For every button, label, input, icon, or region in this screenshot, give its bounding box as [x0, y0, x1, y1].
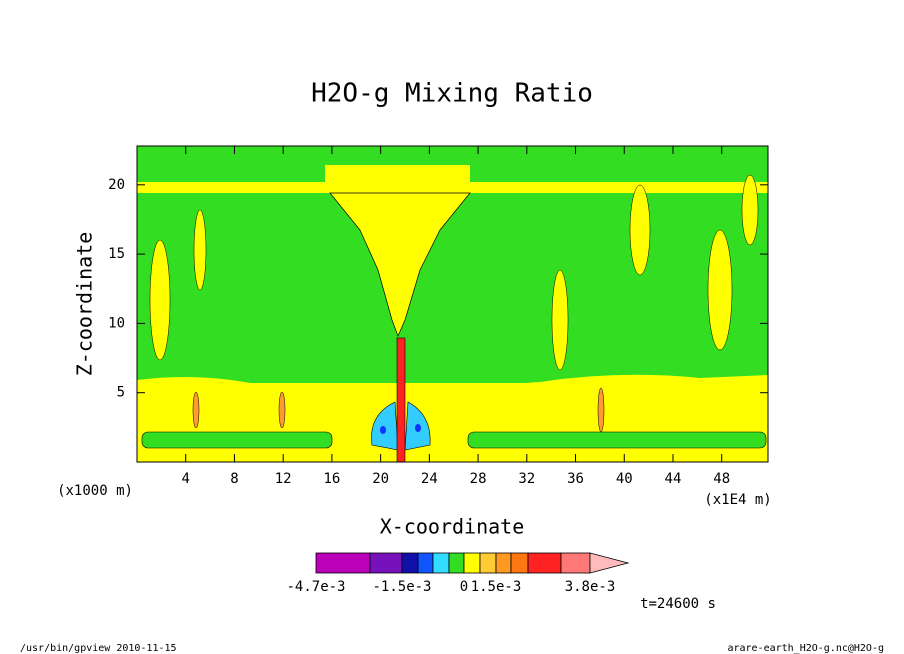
colorbar-box [463, 552, 481, 574]
field-orange [278, 391, 286, 429]
field-green-band [467, 431, 767, 449]
colorbar-tick-label: -4.7e-3 [286, 579, 345, 595]
y-tick-label: 10 [108, 315, 125, 331]
footer-left: /usr/bin/gpview 2010-11-15 [20, 643, 177, 654]
colorbar-box [510, 552, 529, 574]
colorbar-box [369, 552, 403, 574]
field-streak [193, 209, 207, 291]
y-unit-note: (x1000 m) [57, 483, 133, 499]
colorbar-arrow [589, 552, 630, 574]
field-streak [629, 184, 651, 276]
colorbar-tick-label: 1.5e-3 [471, 579, 522, 595]
x-tick-label: 24 [421, 471, 438, 487]
field-orange [192, 391, 200, 429]
colorbar-box [527, 552, 562, 574]
field-blue [380, 426, 386, 434]
field-streak [741, 174, 759, 246]
colorbar-box [448, 552, 465, 574]
x-tick-label: 36 [567, 471, 584, 487]
field-blue [415, 424, 421, 432]
colorbar-box [479, 552, 497, 574]
field-green-band [141, 431, 333, 449]
x-tick-label: 4 [182, 471, 190, 487]
y-tick-label: 20 [108, 177, 125, 193]
field-green-main [137, 193, 768, 383]
x-tick-label: 48 [713, 471, 730, 487]
plot-frame [136, 145, 769, 463]
colorbar-box [417, 552, 434, 574]
field-yellow-right [450, 374, 768, 462]
colorbar-tick-label: -1.5e-3 [372, 579, 431, 595]
y-tick-label: 5 [117, 385, 125, 401]
colorbar-box [315, 552, 371, 574]
x-tick-label: 44 [665, 471, 682, 487]
chart-title: H2O-g Mixing Ratio [311, 79, 593, 109]
colorbar-box [560, 552, 591, 574]
x-tick-label: 20 [372, 471, 389, 487]
y-axis-label: Z-coordinate [73, 232, 97, 377]
field-yellow-v [329, 192, 471, 337]
field-streak [149, 239, 171, 361]
x-tick-label: 32 [518, 471, 535, 487]
colorbar-tick-label: 0 [460, 579, 468, 595]
colorbar-box [432, 552, 450, 574]
y-tick-label: 15 [108, 246, 125, 262]
colorbar-box [401, 552, 419, 574]
field-red [396, 337, 406, 463]
x-tick-label: 8 [230, 471, 238, 487]
x-tick-label: 16 [323, 471, 340, 487]
field-orange [597, 387, 605, 433]
x-unit-note: (x1E4 m) [704, 492, 771, 508]
time-note: t=24600 s [640, 596, 716, 612]
colorbar-box [495, 552, 512, 574]
contour-field [137, 146, 768, 463]
field-streak [707, 229, 733, 351]
x-tick-label: 40 [616, 471, 633, 487]
field-streak [551, 269, 569, 371]
field-cyan [371, 401, 399, 451]
x-tick-label: 28 [470, 471, 487, 487]
colorbar-tick-label: 3.8e-3 [565, 579, 616, 595]
footer-right: arare-earth_H2O-g.nc@H2O-g [727, 643, 884, 654]
field-yellow-cap [325, 165, 470, 193]
x-axis-label: X-coordinate [380, 515, 525, 539]
x-tick-label: 12 [275, 471, 292, 487]
